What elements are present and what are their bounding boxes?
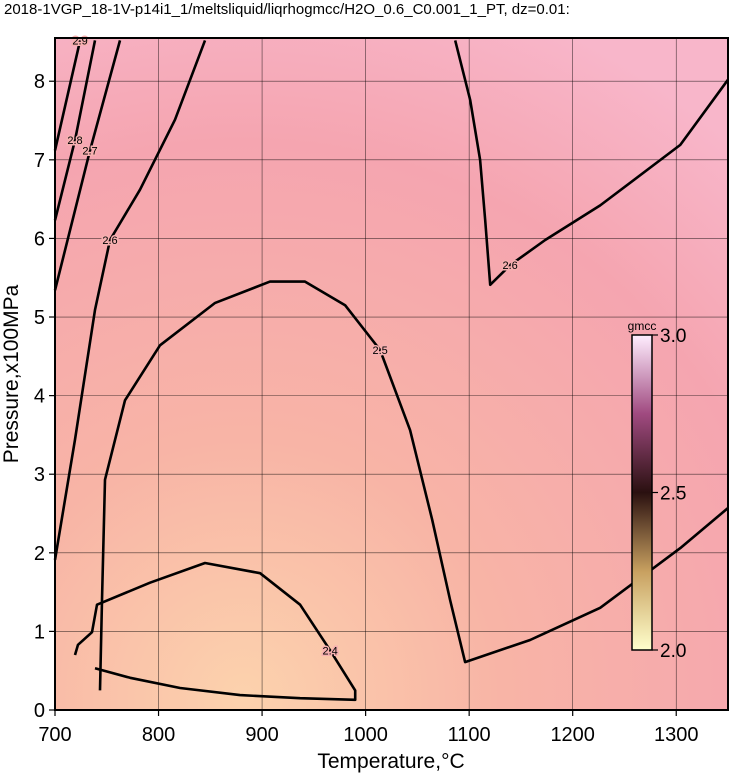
colorbar-label: gmcc [628,319,657,333]
x-tick-label: 900 [245,724,278,746]
x-axis-label: Temperature,°C [317,750,464,773]
y-tick-label: 4 [34,386,45,408]
y-tick-label: 7 [34,150,45,172]
x-tick-label: 1000 [343,724,388,746]
y-tick-label: 3 [34,464,45,486]
contour-line [98,280,729,691]
y-tick-label: 6 [34,228,45,250]
contour-line [53,40,97,221]
y-axis-label: Pressure,x100MPa [0,284,23,463]
contour-label: 2.5 [372,345,387,357]
contour-line [53,40,122,291]
y-tick-label: 1 [34,621,45,643]
y-tick-label: 2 [34,543,45,565]
plot-frame [54,37,729,711]
contour-label: 2.7 [82,145,97,157]
x-tick-label: 700 [38,724,71,746]
contour-line [453,40,730,287]
chart-title: 2018-1VGP_18-1V-p14i1_1/meltsliquid/liqr… [4,1,570,18]
colorbar [631,334,653,651]
y-tick-label: 5 [34,307,45,329]
contour-label: 2.4 [322,645,337,657]
colorbar-tick-label: 3.0 [660,326,686,347]
x-tick-label: 1100 [448,724,491,746]
x-tick-label: 1300 [654,724,699,746]
x-tick-label: 1200 [550,724,595,746]
contour-label: 2.6 [102,235,117,247]
contour-label: 2.8 [67,135,82,147]
contour-label: 2.6 [503,260,518,272]
colorbar-tick-label: 2.5 [660,484,686,505]
contour-line [73,561,357,702]
y-tick-label: 8 [34,71,45,93]
colorbar-tick-label: 2.0 [660,641,686,662]
y-tick-label: 0 [34,700,45,722]
plot-background [55,38,728,710]
x-tick-label: 800 [142,724,175,746]
contour-line [53,39,207,561]
contour-line [53,40,82,151]
